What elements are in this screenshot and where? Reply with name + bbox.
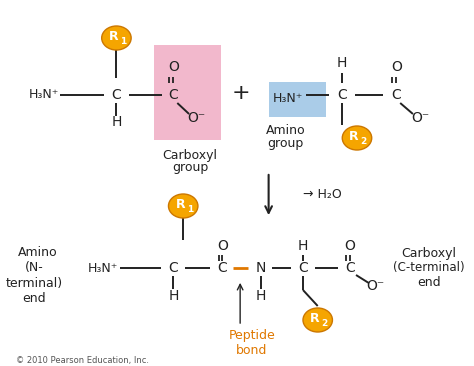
- Text: C: C: [168, 88, 178, 102]
- Text: terminal): terminal): [5, 276, 63, 290]
- Text: H: H: [298, 239, 308, 253]
- FancyBboxPatch shape: [154, 45, 220, 140]
- Text: H₃N⁺: H₃N⁺: [29, 89, 59, 101]
- Text: O: O: [391, 60, 401, 74]
- Ellipse shape: [168, 194, 198, 218]
- Text: O: O: [345, 239, 356, 253]
- Text: H: H: [168, 289, 179, 303]
- Text: Amino: Amino: [18, 246, 58, 259]
- Text: C: C: [218, 261, 228, 275]
- Text: N: N: [255, 261, 266, 275]
- Text: C: C: [337, 88, 347, 102]
- Text: group: group: [267, 137, 303, 149]
- Text: bond: bond: [236, 344, 268, 356]
- Text: (C-terminal): (C-terminal): [393, 261, 465, 274]
- Text: O: O: [168, 60, 179, 74]
- Text: H: H: [337, 56, 347, 70]
- Text: H: H: [255, 289, 266, 303]
- Ellipse shape: [303, 308, 332, 332]
- Text: R: R: [310, 311, 319, 325]
- Text: Peptide: Peptide: [228, 329, 275, 343]
- Text: Amino: Amino: [265, 123, 305, 137]
- Text: R: R: [175, 198, 185, 210]
- Text: R: R: [109, 30, 118, 42]
- Text: Carboxyl: Carboxyl: [401, 246, 456, 259]
- Text: O⁻: O⁻: [187, 111, 205, 125]
- Text: C: C: [345, 261, 355, 275]
- FancyBboxPatch shape: [269, 82, 326, 117]
- Text: (N-: (N-: [25, 261, 43, 274]
- Text: 1: 1: [120, 37, 127, 45]
- Text: H: H: [111, 115, 122, 129]
- Text: O⁻: O⁻: [412, 111, 430, 125]
- Ellipse shape: [102, 26, 131, 50]
- Text: C: C: [111, 88, 121, 102]
- Text: Carboxyl: Carboxyl: [163, 149, 218, 161]
- Text: C: C: [168, 261, 178, 275]
- Text: H₃N⁺: H₃N⁺: [88, 261, 118, 274]
- Text: H₃N⁺: H₃N⁺: [273, 92, 303, 105]
- Text: C: C: [298, 261, 308, 275]
- Text: 2: 2: [321, 318, 328, 328]
- Text: 2: 2: [361, 137, 367, 146]
- Text: +: +: [232, 83, 250, 103]
- Text: end: end: [22, 291, 46, 305]
- Text: O⁻: O⁻: [366, 279, 385, 293]
- Text: R: R: [349, 130, 359, 142]
- Text: © 2010 Pearson Education, Inc.: © 2010 Pearson Education, Inc.: [16, 355, 149, 365]
- Text: O: O: [217, 239, 228, 253]
- Text: C: C: [392, 88, 401, 102]
- Ellipse shape: [342, 126, 372, 150]
- Text: 1: 1: [187, 205, 193, 213]
- Text: → H₂O: → H₂O: [303, 188, 342, 202]
- Text: end: end: [417, 276, 440, 290]
- Text: group: group: [172, 161, 208, 173]
